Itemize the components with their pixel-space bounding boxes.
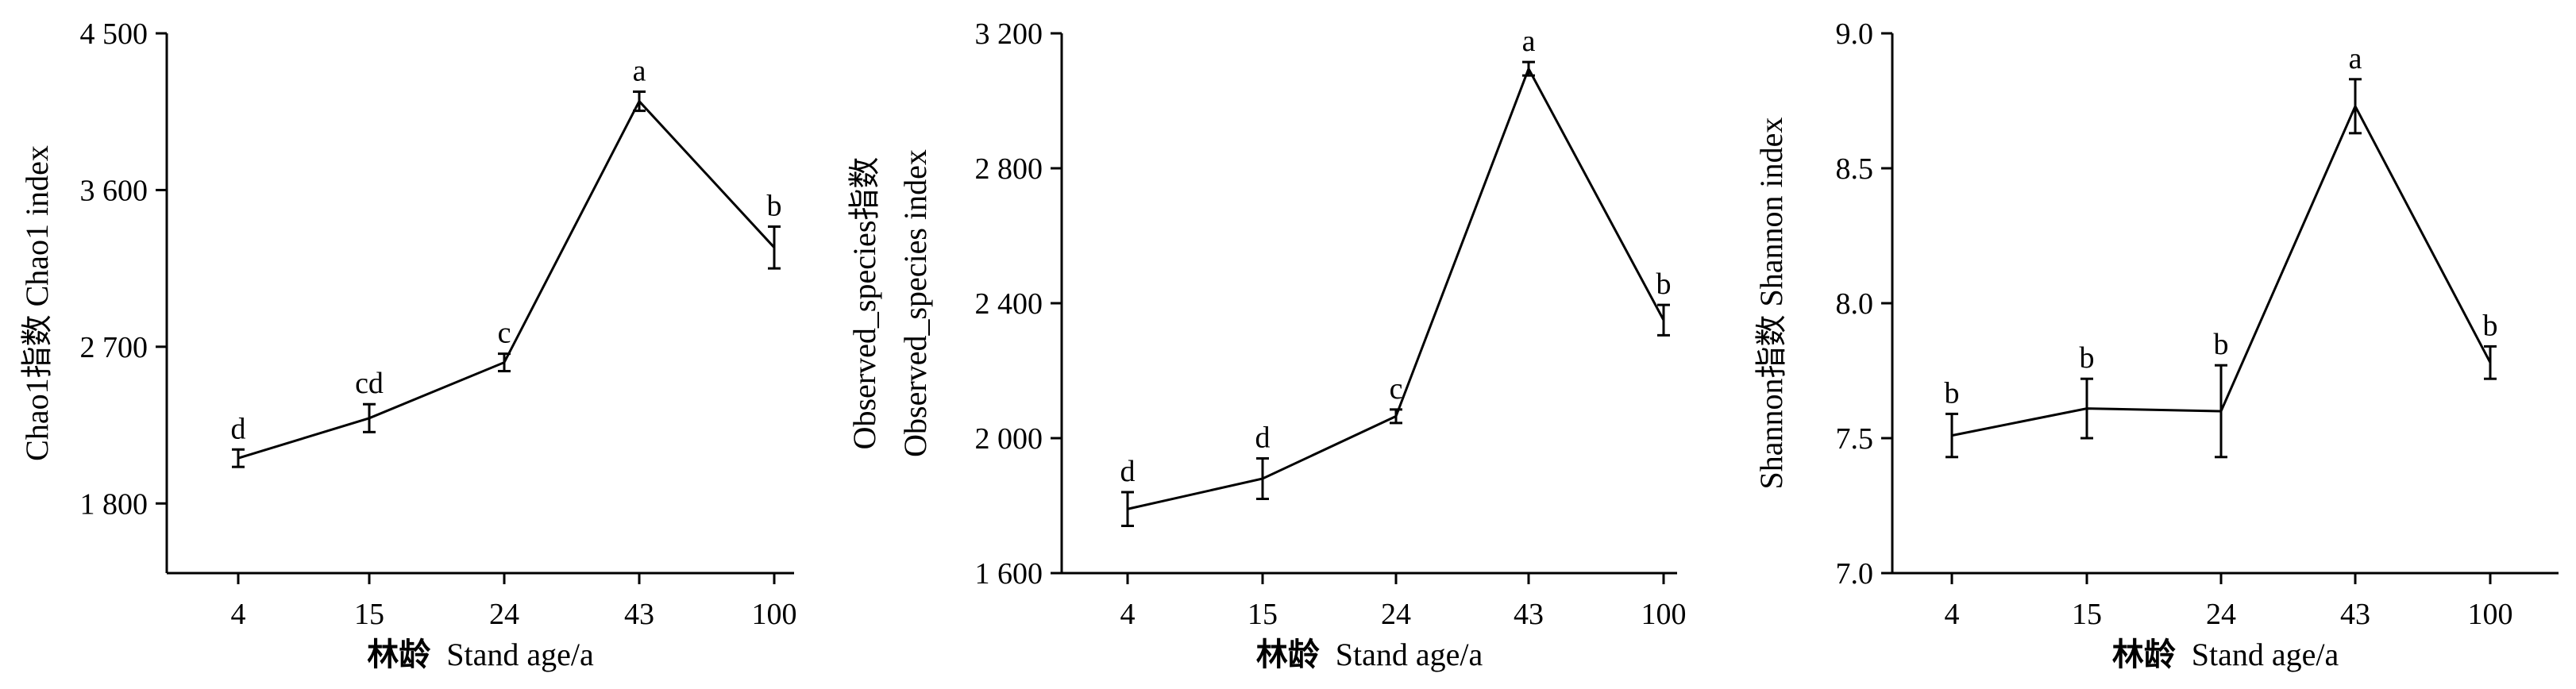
significance-label: c bbox=[1390, 372, 1403, 406]
y-axis-title: Shannon指数 Shannon index bbox=[1753, 117, 1789, 490]
data-point bbox=[2219, 410, 2223, 413]
x-axis-title-cn: 林龄 bbox=[367, 637, 430, 673]
y-tick-label: 8.0 bbox=[1836, 287, 1874, 321]
data-point bbox=[1394, 414, 1398, 418]
y-tick-label: 7.5 bbox=[1836, 422, 1874, 456]
data-point bbox=[368, 417, 371, 420]
significance-label: a bbox=[633, 54, 646, 87]
significance-label: d bbox=[231, 412, 246, 445]
y-tick-label: 2 400 bbox=[975, 287, 1043, 321]
x-tick-label: 24 bbox=[489, 598, 519, 631]
x-axis-title-en: Stand age/a bbox=[1336, 637, 1483, 672]
x-tick-label: 100 bbox=[2468, 598, 2513, 631]
x-tick-label: 4 bbox=[1945, 598, 1960, 631]
x-tick-label: 24 bbox=[1381, 598, 1411, 631]
x-axis-title: 林龄 Stand age/a bbox=[367, 637, 594, 673]
chart-panel-1: 1 800 2 700 3 600 4 500 4 15 24 43 100 林龄 Stand ag… bbox=[19, 17, 797, 673]
y-axis-title-line2: Observed_species index bbox=[897, 149, 933, 457]
significance-label: b bbox=[1656, 268, 1672, 301]
x-tick-label: 100 bbox=[752, 598, 797, 631]
y-tick-label: 1 800 bbox=[80, 487, 148, 521]
data-point bbox=[773, 246, 776, 249]
x-tick-label: 43 bbox=[1514, 598, 1544, 631]
data-point bbox=[237, 456, 240, 460]
x-tick-label: 15 bbox=[354, 598, 384, 631]
chart-panel-3: 7.0 7.5 8.0 8.5 9.0 4 15 24 43 100 林龄 Stand age/a Sh… bbox=[1753, 17, 2559, 673]
y-tick-label: 7.0 bbox=[1836, 557, 1874, 591]
y-tick-label: 9.0 bbox=[1836, 17, 1874, 51]
data-point bbox=[2354, 105, 2357, 108]
y-tick-label: 2 000 bbox=[975, 422, 1043, 456]
data-point bbox=[1126, 507, 1129, 510]
x-axis-title: 林龄 Stand age/a bbox=[2112, 637, 2339, 673]
x-axis-title-cn: 林龄 bbox=[2112, 637, 2176, 673]
x-tick-label: 4 bbox=[1120, 598, 1136, 631]
x-tick-label: 4 bbox=[231, 598, 246, 631]
data-point bbox=[1527, 67, 1530, 71]
significance-label: b bbox=[2080, 341, 2095, 375]
x-tick-label: 100 bbox=[1641, 598, 1687, 631]
significance-label: c bbox=[498, 317, 511, 350]
data-point bbox=[2085, 407, 2088, 410]
significance-label: a bbox=[2349, 42, 2362, 75]
data-point bbox=[503, 361, 506, 364]
x-axis-title-cn: 林龄 bbox=[1256, 637, 1320, 673]
data-point bbox=[1261, 477, 1264, 480]
x-tick-label: 15 bbox=[1248, 598, 1278, 631]
y-tick-label: 4 500 bbox=[80, 17, 148, 51]
x-tick-label: 15 bbox=[2072, 598, 2102, 631]
significance-label: cd bbox=[355, 367, 384, 400]
y-axis-title-line1: Observed_species指数 bbox=[846, 157, 882, 450]
significance-label: a bbox=[1522, 25, 1536, 58]
y-tick-label: 2 800 bbox=[975, 152, 1043, 186]
significance-label: b bbox=[2214, 328, 2229, 361]
x-axis-title: 林龄 Stand age/a bbox=[1256, 637, 1483, 673]
y-tick-label: 8.5 bbox=[1836, 152, 1874, 186]
y-tick-label: 3 200 bbox=[975, 17, 1043, 51]
series-line bbox=[237, 98, 776, 460]
x-axis-title-en: Stand age/a bbox=[446, 637, 594, 672]
series-line bbox=[1127, 66, 1665, 510]
chart-panel-2: 1 600 2 000 2 400 2 800 3 200 4 15 24 43 100 林龄 Sta… bbox=[846, 17, 1687, 673]
y-tick-label: 1 600 bbox=[975, 557, 1043, 591]
x-axis-title-en: Stand age/a bbox=[2192, 637, 2339, 672]
y-tick-label: 3 600 bbox=[80, 174, 148, 207]
x-tick-label: 43 bbox=[624, 598, 654, 631]
data-point bbox=[1950, 434, 1953, 437]
x-tick-label: 24 bbox=[2206, 598, 2236, 631]
data-point bbox=[2489, 361, 2492, 364]
y-tick-label: 2 700 bbox=[80, 331, 148, 364]
y-axis-title: Chao1指数 Chao1 index bbox=[19, 145, 55, 461]
x-tick-label: 43 bbox=[2340, 598, 2370, 631]
significance-label: b bbox=[2483, 309, 2498, 342]
data-point bbox=[1662, 318, 1665, 321]
significance-label: b bbox=[1945, 376, 1960, 410]
significance-label: d bbox=[1255, 421, 1271, 455]
significance-label: d bbox=[1120, 455, 1136, 488]
significance-label: b bbox=[767, 189, 782, 222]
data-point bbox=[638, 100, 641, 103]
